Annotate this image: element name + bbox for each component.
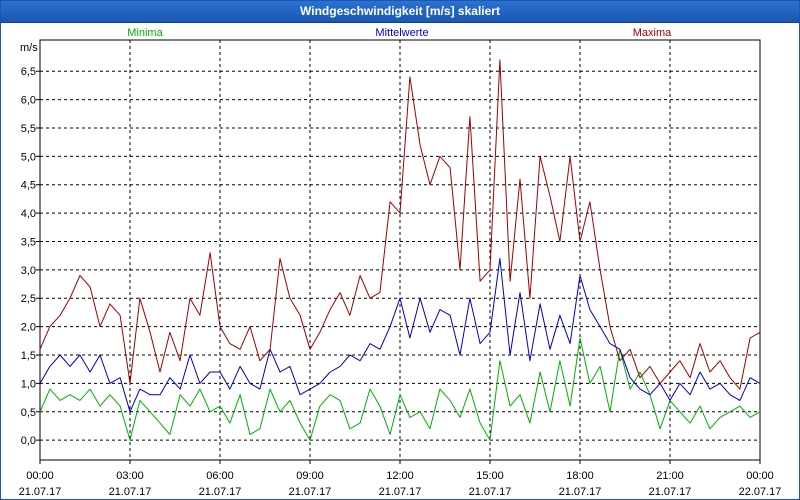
y-tick-label: 4,5: [21, 180, 36, 192]
x-tick-date: 21.07.17: [109, 486, 152, 498]
x-tick-time: 00:00: [746, 470, 774, 482]
series-line-mittelwerte: [39, 258, 761, 413]
series-layer: [39, 59, 761, 441]
y-tick-label: 4,0: [21, 208, 36, 220]
x-tick-time: 15:00: [476, 470, 504, 482]
y-tick-label: 3,5: [21, 236, 36, 248]
y-tick-label: 6,5: [21, 66, 36, 78]
axes: [36, 39, 761, 464]
y-tick-label: 0,0: [21, 435, 36, 447]
y-tick-label: 5,5: [21, 123, 36, 135]
legend-entry-minima: Minima: [127, 27, 163, 39]
x-tick-date: 21.07.17: [379, 486, 422, 498]
y-tick-label: 2,0: [21, 322, 36, 334]
y-tick-label: 1,5: [21, 350, 36, 362]
y-axis-label: m/s: [20, 42, 38, 54]
x-tick-date: 21.07.17: [649, 486, 692, 498]
y-tick-label: 0,5: [21, 407, 36, 419]
y-tick-label: 3,0: [21, 265, 36, 277]
series-line-minima: [39, 337, 761, 441]
y-tick-label: 6,0: [21, 95, 36, 107]
legend: Minima Mittelwerte Maxima: [127, 27, 672, 39]
y-tick-label: 2,5: [21, 293, 36, 305]
x-tick-date: 21.07.17: [289, 486, 332, 498]
y-tick-label: 5,0: [21, 151, 36, 163]
x-tick-time: 09:00: [296, 470, 324, 482]
series-line-maxima: [39, 59, 761, 390]
x-tick-time: 18:00: [566, 470, 594, 482]
x-tick-date: 21.07.17: [199, 486, 242, 498]
grid-lines: [40, 40, 760, 460]
x-tick-time: 00:00: [26, 470, 54, 482]
x-tick-date: 21.07.17: [469, 486, 512, 498]
plot-frame: [39, 39, 761, 461]
x-tick-date: 21.07.17: [19, 486, 62, 498]
y-tick-label: 1,0: [21, 378, 36, 390]
x-tick-date: 22.07.17: [739, 486, 782, 498]
legend-entry-mittelwerte: Mittelwerte: [375, 27, 428, 39]
x-tick-time: 03:00: [116, 470, 144, 482]
x-tick-time: 12:00: [386, 470, 414, 482]
x-tick-date: 21.07.17: [559, 486, 602, 498]
x-tick-time: 21:00: [656, 470, 684, 482]
chart-title: Windgeschwindigkeit [m/s] skaliert: [0, 0, 800, 23]
axis-labels: 0,0 0,5 1,0 1,5 2,0 2,5 3,0 3,5 4,0 4,5 5,0 5,5 6,0 6…: [19, 42, 782, 498]
legend-entry-maxima: Maxima: [633, 27, 672, 39]
x-tick-time: 06:00: [206, 470, 234, 482]
